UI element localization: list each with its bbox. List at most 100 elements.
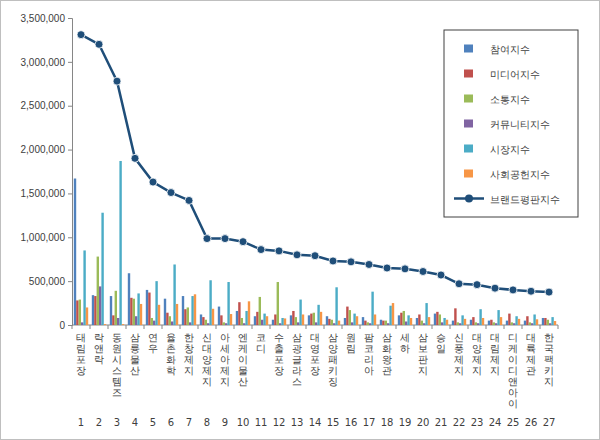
bar (477, 323, 479, 325)
bar (310, 314, 312, 325)
y-tick-label: 2,000,000 (21, 144, 66, 155)
bar (459, 323, 461, 325)
outer-border (1, 1, 600, 440)
rank-label: 18 (381, 417, 394, 428)
bar (169, 316, 171, 325)
bar (544, 318, 546, 325)
bar-series (86, 294, 556, 325)
bar (205, 320, 207, 325)
rank-label: 19 (399, 417, 412, 428)
bar (387, 323, 389, 325)
y-axis: 0500,0001,000,0001,500,0002,000,0002,500… (21, 13, 73, 331)
y-axis-line (68, 19, 73, 326)
rank-label: 4 (132, 417, 138, 428)
bar (128, 273, 130, 325)
bar (320, 312, 322, 325)
bar (457, 322, 459, 325)
bar (416, 318, 418, 325)
bar (92, 295, 94, 325)
bar (331, 320, 333, 325)
bar (454, 308, 456, 325)
x-tick-label: 삼보판지 (418, 332, 428, 376)
bar (500, 317, 502, 325)
bar (536, 319, 538, 325)
bar (295, 317, 297, 325)
x-tick-mark (504, 325, 505, 329)
line-marker (185, 196, 193, 204)
rank-label: 25 (507, 417, 520, 428)
bar (490, 320, 492, 325)
bar (171, 321, 173, 325)
bar (140, 304, 142, 325)
rank-label: 21 (435, 417, 448, 428)
bar (418, 314, 420, 325)
x-tick-label: 세하 (400, 332, 410, 354)
line-marker (455, 280, 463, 288)
x-tick-label: 락앤락 (94, 332, 104, 365)
bar (99, 286, 101, 325)
x-tick-label: 삼양패키징 (328, 332, 338, 387)
bar (112, 315, 114, 325)
bar (200, 314, 202, 325)
bar (549, 323, 551, 325)
bar (308, 315, 310, 325)
bar (238, 302, 240, 325)
bar (351, 322, 353, 325)
bar (115, 291, 117, 325)
x-tick-mark (540, 325, 541, 329)
bar (344, 318, 346, 325)
bar (104, 324, 106, 325)
x-tick-mark (468, 325, 469, 329)
line-marker (239, 238, 247, 246)
rank-label: 12 (273, 417, 286, 428)
bar (346, 307, 348, 325)
bar (146, 290, 148, 325)
bar (495, 323, 497, 325)
rank-label: 17 (363, 417, 376, 428)
bar (263, 314, 265, 325)
rank-label: 6 (168, 417, 174, 428)
bar (547, 320, 549, 325)
bar (398, 315, 400, 325)
bar (349, 310, 351, 325)
line-marker (113, 77, 121, 85)
bar-series (79, 257, 549, 325)
x-tick-mark (108, 325, 109, 329)
y-tick-mark (68, 193, 72, 194)
bar (97, 257, 99, 325)
bar (526, 316, 528, 325)
x-tick-mark (342, 325, 343, 329)
x-tick-mark (144, 325, 145, 329)
x-tick-label: 태림포장 (76, 332, 86, 376)
bar (187, 307, 189, 325)
rank-label: 14 (309, 417, 322, 428)
bar (272, 320, 274, 325)
x-tick-mark (234, 325, 235, 329)
y-tick-label: 2,500,000 (21, 100, 66, 111)
x-tick-mark (180, 325, 181, 329)
bar (439, 314, 441, 325)
rank-label: 15 (327, 417, 340, 428)
x-tick-mark (486, 325, 487, 329)
bar (403, 311, 405, 325)
x-tick-mark (90, 325, 91, 329)
line-marker (149, 178, 157, 186)
bar (230, 314, 232, 325)
bar (81, 322, 83, 325)
bar (335, 287, 337, 325)
y-tick: 1,500,000 (21, 188, 73, 199)
rank-label: 22 (453, 417, 466, 428)
x-tick-mark (288, 325, 289, 329)
bar (135, 316, 137, 325)
y-tick-mark (68, 18, 72, 19)
x-tick-label: 삼광글라스 (292, 332, 302, 387)
bar (461, 315, 463, 325)
line-marker (509, 286, 517, 294)
bar (166, 313, 168, 325)
x-tick-mark (558, 325, 559, 329)
y-tick-mark (68, 106, 72, 107)
bar (117, 318, 119, 325)
rank-label: 2 (96, 417, 102, 428)
bar (506, 321, 508, 325)
x-tick-mark (450, 325, 451, 329)
